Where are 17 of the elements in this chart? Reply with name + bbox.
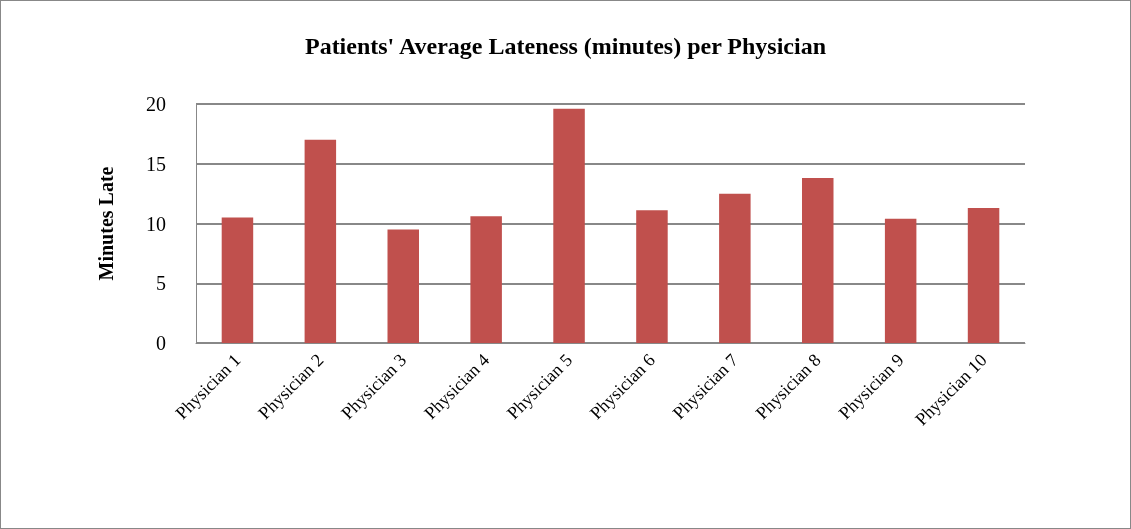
bar bbox=[470, 216, 502, 343]
bar bbox=[553, 108, 585, 343]
y-axis-title: Minutes Late bbox=[95, 166, 117, 281]
y-tick-label: 20 bbox=[146, 93, 166, 115]
bar bbox=[304, 139, 337, 343]
y-tick-label: 5 bbox=[156, 272, 166, 295]
bar bbox=[719, 193, 751, 343]
y-tick-label: 0 bbox=[156, 332, 166, 354]
bar bbox=[967, 207, 1000, 343]
y-tick-label: 10 bbox=[146, 212, 166, 235]
y-tick-label: 15 bbox=[146, 152, 166, 175]
bar bbox=[387, 229, 419, 343]
bar bbox=[221, 217, 254, 343]
chart-title: Patients' Average Lateness (minutes) per Physician bbox=[304, 33, 827, 59]
bar bbox=[636, 210, 668, 343]
bar bbox=[884, 218, 917, 343]
bar bbox=[802, 178, 834, 343]
